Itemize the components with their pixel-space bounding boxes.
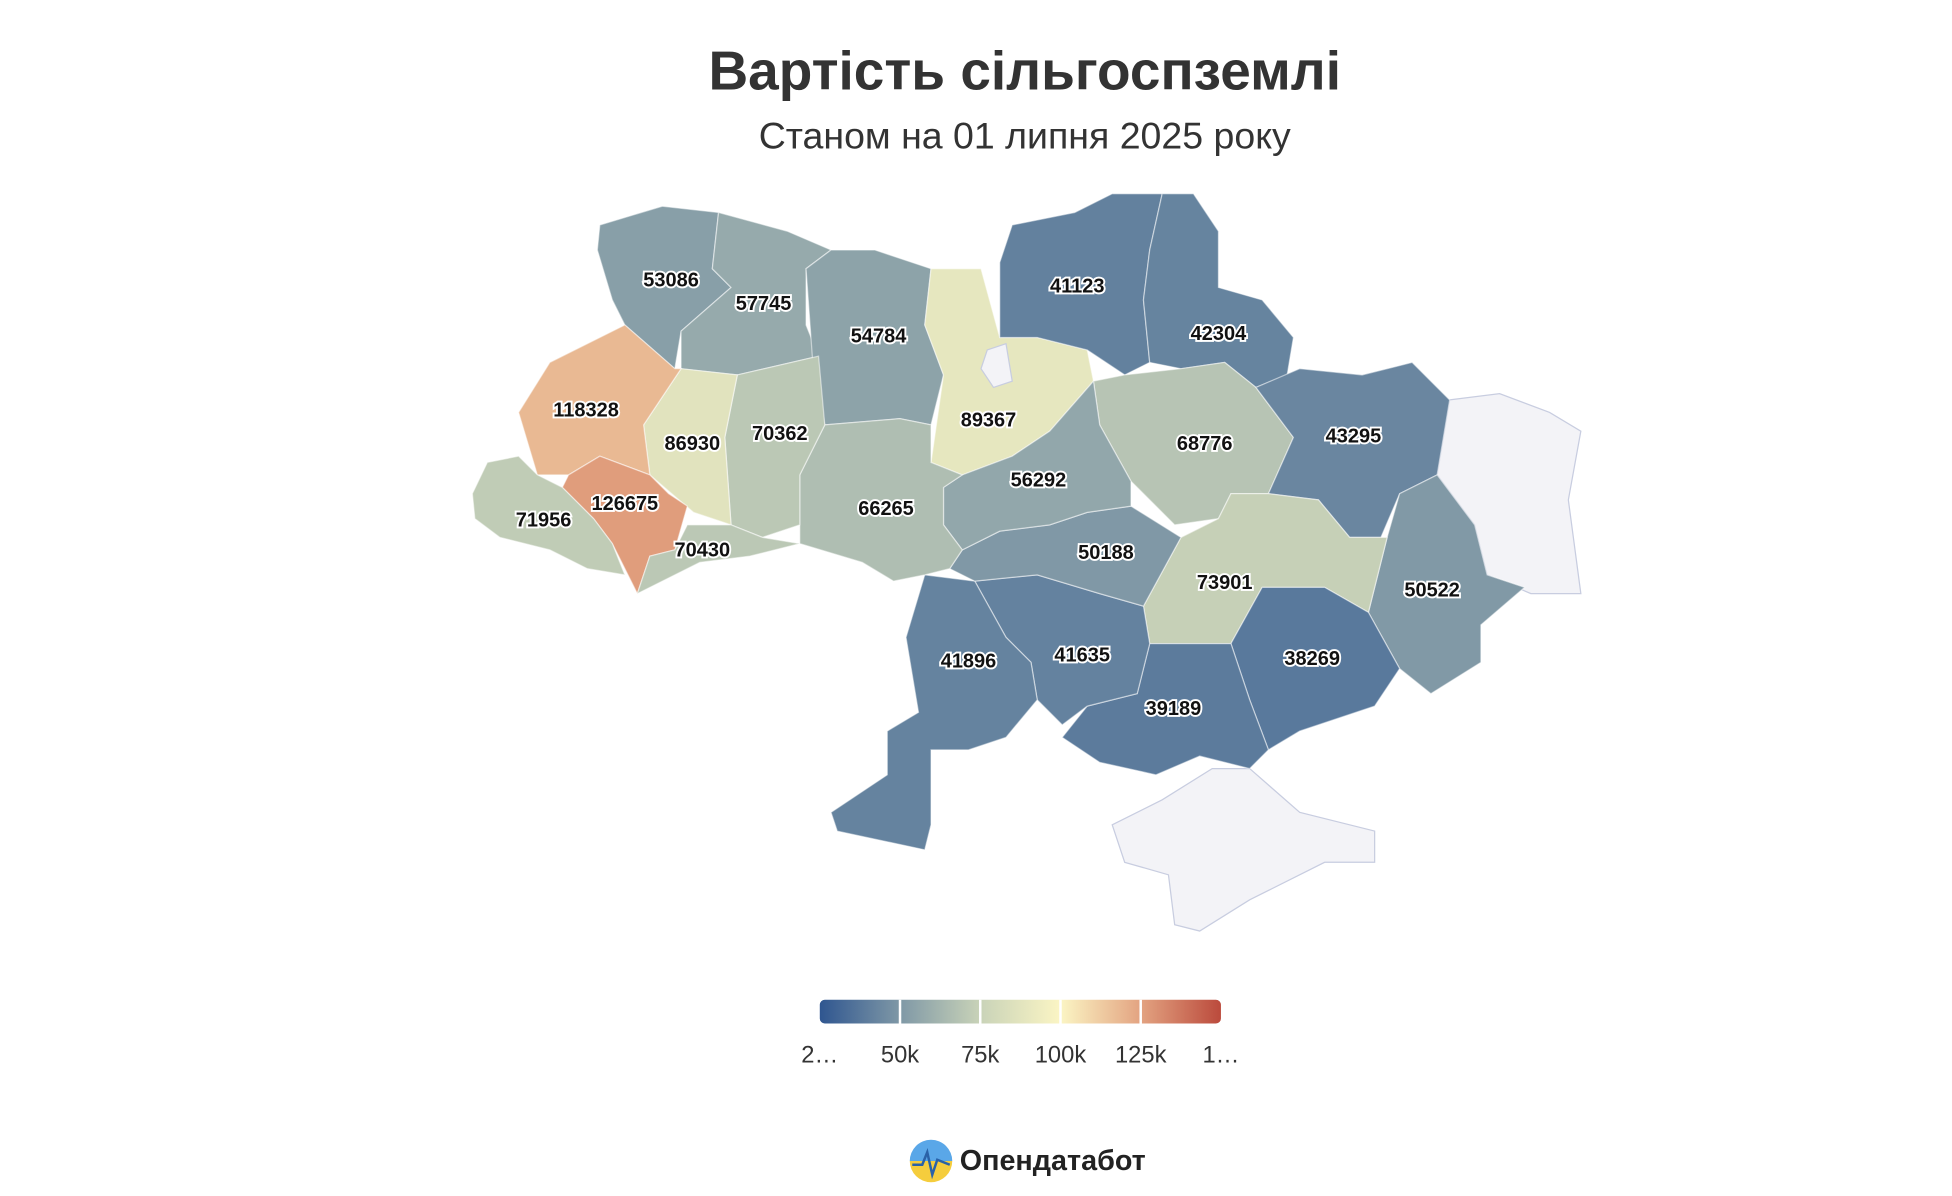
value-label: 41896 [941, 651, 997, 673]
brand-logo [909, 1139, 953, 1183]
value-label: 43295 [1326, 426, 1382, 448]
legend-tick-label: 75k [961, 1042, 999, 1068]
value-label: 38269 [1284, 648, 1340, 670]
city-region [980, 342, 1013, 389]
region [1142, 193, 1295, 389]
value-label: 68776 [1177, 433, 1233, 455]
value-label: 39189 [1146, 698, 1202, 720]
legend-tick-label: 125k [1115, 1042, 1167, 1068]
value-label: 70362 [752, 423, 808, 445]
value-label: 73901 [1197, 572, 1253, 594]
value-label: 54784 [851, 326, 907, 348]
chart-subtitle: Станом на 01 липня 2025 року [759, 115, 1291, 157]
value-label: 41123 [1050, 276, 1104, 298]
value-label: 89367 [961, 409, 1017, 431]
value-label: 70430 [675, 539, 731, 561]
region [799, 418, 964, 582]
region [471, 455, 626, 576]
brand-logo-mark [912, 1148, 951, 1180]
region [830, 574, 1038, 851]
brand-name: Опендатабот [960, 1145, 1146, 1177]
value-label: 66265 [858, 498, 914, 520]
region [1367, 474, 1526, 695]
chart-title: Вартість сільгоспземлі [708, 40, 1341, 102]
value-label: 57745 [736, 293, 792, 315]
regions [471, 193, 1582, 932]
value-label: 56292 [1011, 469, 1067, 491]
legend-tick-label: 2… [801, 1042, 838, 1068]
value-label: 42304 [1191, 323, 1247, 345]
value-label: 50522 [1404, 579, 1460, 601]
value-label: 53086 [643, 269, 699, 291]
value-label: 86930 [665, 433, 721, 455]
region [636, 524, 800, 595]
value-label: 126675 [591, 493, 658, 515]
legend-tick-label: 1… [1202, 1042, 1239, 1068]
no-data-region [1111, 767, 1376, 932]
value-label: 41635 [1054, 644, 1110, 666]
legend-tick-label: 100k [1035, 1042, 1087, 1068]
legend-bar [819, 999, 1221, 1024]
value-label: 118328 [553, 399, 619, 421]
value-label: 50188 [1078, 542, 1134, 564]
value-label: 71956 [516, 509, 572, 531]
legend-tick-label: 50k [881, 1042, 919, 1068]
legend: 2… 50k 75k 100k 125k 1… [801, 999, 1239, 1068]
value-labels: 53086 57745 54784 89367 41123 42304 68776 43295… [514, 268, 1462, 722]
